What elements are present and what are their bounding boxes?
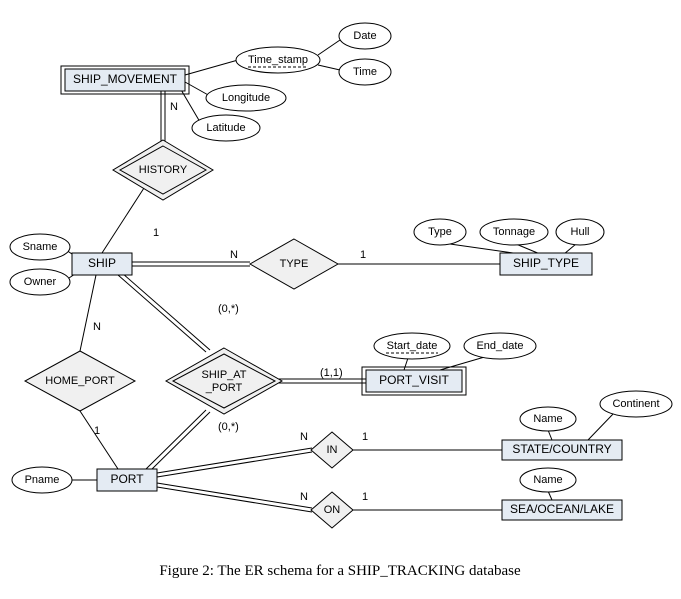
- card-in-n: N: [300, 431, 308, 443]
- attr-continent: Continent: [600, 391, 672, 417]
- card-type-1: 1: [360, 249, 366, 261]
- attr-longitude: Longitude: [206, 85, 286, 111]
- svg-text:Time: Time: [353, 66, 377, 78]
- attr-time-stamp: Time_stamp: [236, 47, 320, 73]
- svg-text:SEA/OCEAN/LAKE: SEA/OCEAN/LAKE: [510, 502, 614, 516]
- svg-text:HOME_PORT: HOME_PORT: [45, 375, 115, 387]
- svg-text:Latitude: Latitude: [206, 122, 245, 134]
- svg-text:SHIP_TYPE: SHIP_TYPE: [513, 256, 579, 270]
- card-in-1: 1: [362, 431, 368, 443]
- attr-name-sea-ocean-lake: Name: [520, 468, 576, 492]
- svg-text:IN: IN: [327, 444, 338, 456]
- svg-text:Pname: Pname: [25, 474, 60, 486]
- rel-history: HISTORY: [113, 140, 213, 200]
- svg-text:PORT: PORT: [110, 472, 144, 486]
- svg-text:Name: Name: [533, 474, 562, 486]
- svg-text:STATE/COUNTRY: STATE/COUNTRY: [512, 442, 611, 456]
- entity-ship-type: SHIP_TYPE: [500, 253, 592, 275]
- svg-text:Name: Name: [533, 413, 562, 425]
- svg-text:Sname: Sname: [23, 241, 58, 253]
- svg-text:Type: Type: [428, 226, 452, 238]
- entity-port: PORT: [97, 469, 157, 491]
- entity-state-country: STATE/COUNTRY: [502, 440, 622, 460]
- attr-type: Type: [414, 219, 466, 245]
- attr-latitude: Latitude: [192, 115, 260, 141]
- entity-sea-ocean-lake: SEA/OCEAN/LAKE: [502, 500, 622, 520]
- card-history-1: 1: [153, 227, 159, 239]
- svg-text:HISTORY: HISTORY: [139, 164, 188, 176]
- rel-on: ON: [311, 492, 353, 528]
- svg-text:TYPE: TYPE: [280, 258, 309, 270]
- card-sap-right: (1,1): [320, 367, 343, 379]
- svg-text:Tonnage: Tonnage: [493, 226, 535, 238]
- rel-ship-at-port: SHIP_AT _PORT: [166, 348, 282, 414]
- svg-text:End_date: End_date: [476, 340, 523, 352]
- svg-text:Time_stamp: Time_stamp: [248, 54, 308, 66]
- svg-text:Longitude: Longitude: [222, 92, 270, 104]
- card-type-n: N: [230, 249, 238, 261]
- card-sap-bot: (0,*): [218, 421, 239, 433]
- svg-text:Start_date: Start_date: [387, 340, 438, 352]
- rel-in: IN: [311, 432, 353, 468]
- attr-hull: Hull: [556, 219, 604, 245]
- svg-text:SHIP_AT: SHIP_AT: [201, 369, 246, 381]
- attr-pname: Pname: [12, 467, 72, 493]
- svg-text:Hull: Hull: [571, 226, 590, 238]
- svg-text:Continent: Continent: [612, 398, 659, 410]
- attr-name-state-country: Name: [520, 407, 576, 431]
- attr-time: Time: [339, 59, 391, 85]
- attr-sname: Sname: [10, 234, 70, 260]
- card-sap-top: (0,*): [218, 303, 239, 315]
- svg-text:SHIP_MOVEMENT: SHIP_MOVEMENT: [73, 72, 178, 86]
- card-homeport-n: N: [93, 321, 101, 333]
- attr-start-date: Start_date: [374, 333, 450, 359]
- attr-end-date: End_date: [464, 333, 536, 359]
- entity-ship: SHIP: [72, 253, 132, 275]
- attr-owner: Owner: [10, 269, 70, 295]
- rel-home-port: HOME_PORT: [25, 351, 135, 411]
- svg-text:SHIP: SHIP: [88, 256, 116, 270]
- card-history-n: N: [170, 101, 178, 113]
- svg-text:Date: Date: [353, 30, 376, 42]
- svg-text:PORT_VISIT: PORT_VISIT: [379, 373, 449, 387]
- svg-text:_PORT: _PORT: [205, 382, 243, 394]
- figure-caption: Figure 2: The ER schema for a SHIP_TRACK…: [159, 563, 521, 579]
- attr-date: Date: [339, 23, 391, 49]
- card-homeport-1: 1: [94, 425, 100, 437]
- entity-port-visit: PORT_VISIT: [362, 367, 466, 395]
- card-on-n: N: [300, 491, 308, 503]
- svg-text:Owner: Owner: [24, 276, 57, 288]
- attr-tonnage: Tonnage: [480, 219, 548, 245]
- svg-text:ON: ON: [324, 504, 341, 516]
- rel-type: TYPE: [250, 239, 338, 289]
- entity-ship-movement: SHIP_MOVEMENT: [61, 66, 189, 94]
- card-on-1: 1: [362, 491, 368, 503]
